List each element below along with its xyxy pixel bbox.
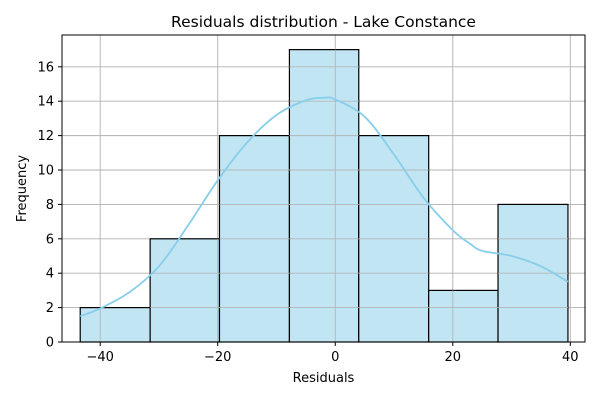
y-tick-label: 16 [37,60,54,75]
y-tick-label: 14 [37,95,54,110]
kde-line [79,96,569,318]
y-tick-label: 8 [46,198,54,213]
x-tick-label: −40 [86,350,113,365]
y-tick-label: 6 [46,232,54,247]
histogram-bar [428,289,499,343]
x-axis-label: Residuals [293,371,355,386]
histogram-bar [288,49,360,343]
x-tick-label: −20 [204,350,231,365]
y-tick-label: 2 [46,301,54,316]
chart-title: Residuals distribution - Lake Constance [171,13,476,31]
x-tick-label: 20 [445,350,462,365]
histogram-bar [149,238,221,343]
y-axis-ticks: 0 2 4 6 8 10 12 14 16 [37,60,62,351]
y-axis-label: Frequency [15,155,30,222]
histogram-bars [79,49,569,343]
y-tick-label: 10 [37,164,54,179]
histogram-bar [79,307,151,343]
x-tick-label: 0 [331,350,339,365]
y-tick-label: 12 [37,129,54,144]
kde-curve [79,96,569,318]
y-tick-label: 0 [46,336,54,351]
x-axis-ticks: −40 −20 0 20 40 [86,342,579,365]
y-tick-label: 4 [46,267,54,282]
plot-frame [61,34,586,343]
x-tick-label: 40 [562,350,579,365]
